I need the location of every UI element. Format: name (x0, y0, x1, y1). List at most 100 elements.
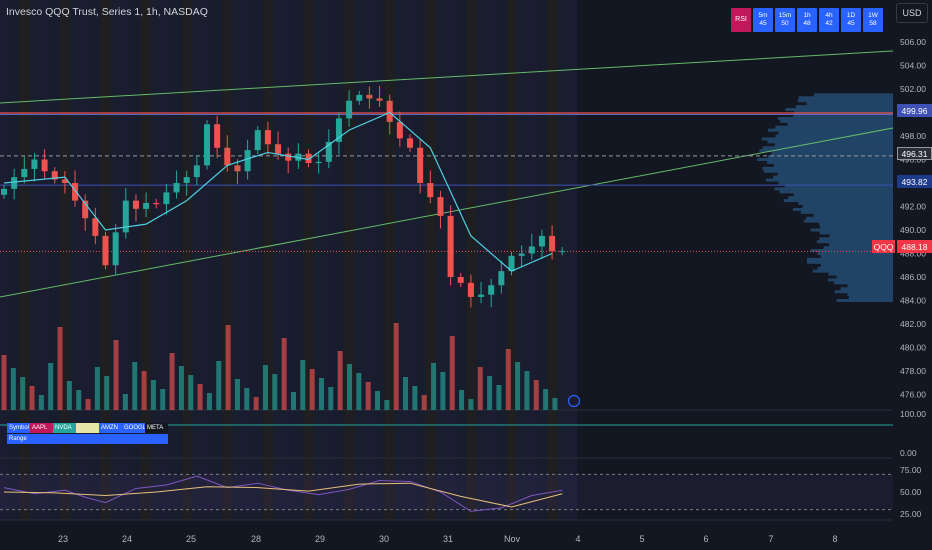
volume-bar (552, 398, 558, 410)
candle-body (254, 130, 261, 151)
candle-body (417, 147, 424, 183)
candle-body (31, 159, 38, 169)
candle-body (285, 153, 292, 161)
session-stripe (526, 0, 537, 520)
volume-bar (132, 362, 138, 410)
profile-bar (819, 237, 893, 241)
volume-bar (141, 371, 147, 410)
session-stripe (70, 0, 81, 520)
volume-bar (515, 362, 521, 410)
profile-bar (804, 219, 893, 223)
profile-bar (779, 190, 893, 194)
session-stripe (405, 0, 416, 520)
symbol-tag: QQQ (872, 240, 895, 253)
session-stripe (283, 0, 294, 520)
session-stripe (29, 0, 40, 520)
session-stripe (262, 0, 274, 520)
price-tick-label: 502.00 (900, 84, 926, 94)
candle-body (102, 235, 109, 266)
profile-bar (812, 269, 893, 273)
candle-body (447, 215, 454, 277)
volume-bar (431, 363, 437, 410)
rsi-band (0, 474, 893, 510)
watchlist-cell-nvda[interactable]: NVDA (53, 423, 76, 433)
volume-bar (328, 387, 334, 410)
profile-bar (798, 202, 893, 206)
candle-body (224, 147, 231, 166)
profile-bar (813, 213, 893, 217)
profile-bar (767, 140, 893, 144)
profile-bar (807, 260, 893, 264)
profile-bar (761, 137, 893, 141)
session-stripe (425, 0, 436, 520)
profile-bar (827, 278, 893, 282)
volume-bar (356, 373, 362, 410)
session-stripe (323, 0, 334, 520)
price-tick-label: 504.00 (900, 61, 926, 71)
watchlist-row-symbols: Symbol AAPL NVDA AMZN GOOGL META (7, 423, 168, 433)
session-stripe (80, 0, 91, 520)
session-stripe (557, 0, 568, 520)
profile-bar (828, 272, 893, 276)
volume-bar (412, 386, 418, 410)
price-tick-label: 486.00 (900, 272, 926, 282)
volume-bar (206, 393, 212, 410)
watchlist-cell-aapl[interactable]: AAPL (30, 423, 53, 433)
sub-tick-label: 100.00 (900, 409, 926, 419)
session-stripe (293, 0, 304, 520)
profile-bar (763, 169, 893, 173)
profile-bar (765, 178, 893, 182)
volume-bar (318, 378, 324, 410)
session-stripe (49, 0, 60, 520)
currency-button[interactable]: USD (896, 3, 928, 23)
profile-bar (817, 252, 893, 255)
rsi-badge[interactable]: RSI (731, 8, 751, 32)
candle-body (478, 294, 485, 297)
session-stripe (364, 0, 375, 520)
profile-bar (829, 243, 893, 247)
watchlist-cell-amzn[interactable]: AMZN (99, 423, 122, 433)
candle-body (214, 124, 221, 148)
profile-bar (784, 184, 893, 188)
volume-bar (281, 338, 287, 410)
timeframe-15m[interactable]: 15m 50 (775, 8, 795, 32)
volume-bar (543, 389, 549, 410)
candle-body (305, 153, 312, 164)
price-tick-label: 476.00 (900, 390, 926, 400)
price-tick-label: 506.00 (900, 37, 926, 47)
timeframe-1w[interactable]: 1W 58 (863, 8, 883, 32)
candle-body (11, 177, 18, 189)
session-stripe (212, 0, 223, 520)
profile-bar (800, 210, 893, 214)
volume-bar (160, 389, 166, 410)
timeframe-5m[interactable]: 5m 45 (753, 8, 773, 32)
volume-bar (505, 349, 511, 410)
timeframe-1d[interactable]: 1D 45 (841, 8, 861, 32)
time-axis: 23 24 25 28 29 30 31 Nov 4 5 6 7 8 (58, 534, 838, 544)
volume-bar (85, 399, 91, 410)
candle-body (325, 141, 332, 162)
time-tick-label: 4 (575, 534, 580, 544)
candle-body (163, 192, 170, 205)
timeframe-1h[interactable]: 1h 48 (797, 8, 817, 32)
candle-body (396, 121, 403, 139)
price-tick-label: 492.00 (900, 202, 926, 212)
profile-bar (810, 228, 893, 232)
session-stripe (476, 0, 487, 520)
time-tick-label: 8 (832, 534, 837, 544)
candle-body (153, 202, 160, 205)
watchlist-cell-googl[interactable]: GOOGL (122, 423, 147, 433)
profile-bar (777, 116, 893, 120)
volume-profile (757, 93, 893, 302)
volume-bar (216, 361, 222, 410)
volume-bar (253, 397, 259, 410)
volume-bar (76, 390, 82, 410)
profile-bar (813, 93, 893, 97)
chart-title: Invesco QQQ Trust, Series 1, 1h, NASDAQ (6, 6, 208, 18)
volume-bar (234, 379, 240, 410)
watchlist-cell-meta[interactable]: META (145, 423, 168, 433)
candle-body (204, 124, 210, 166)
timeframe-4h[interactable]: 4h 42 (819, 8, 839, 32)
volume-bar (496, 385, 502, 410)
